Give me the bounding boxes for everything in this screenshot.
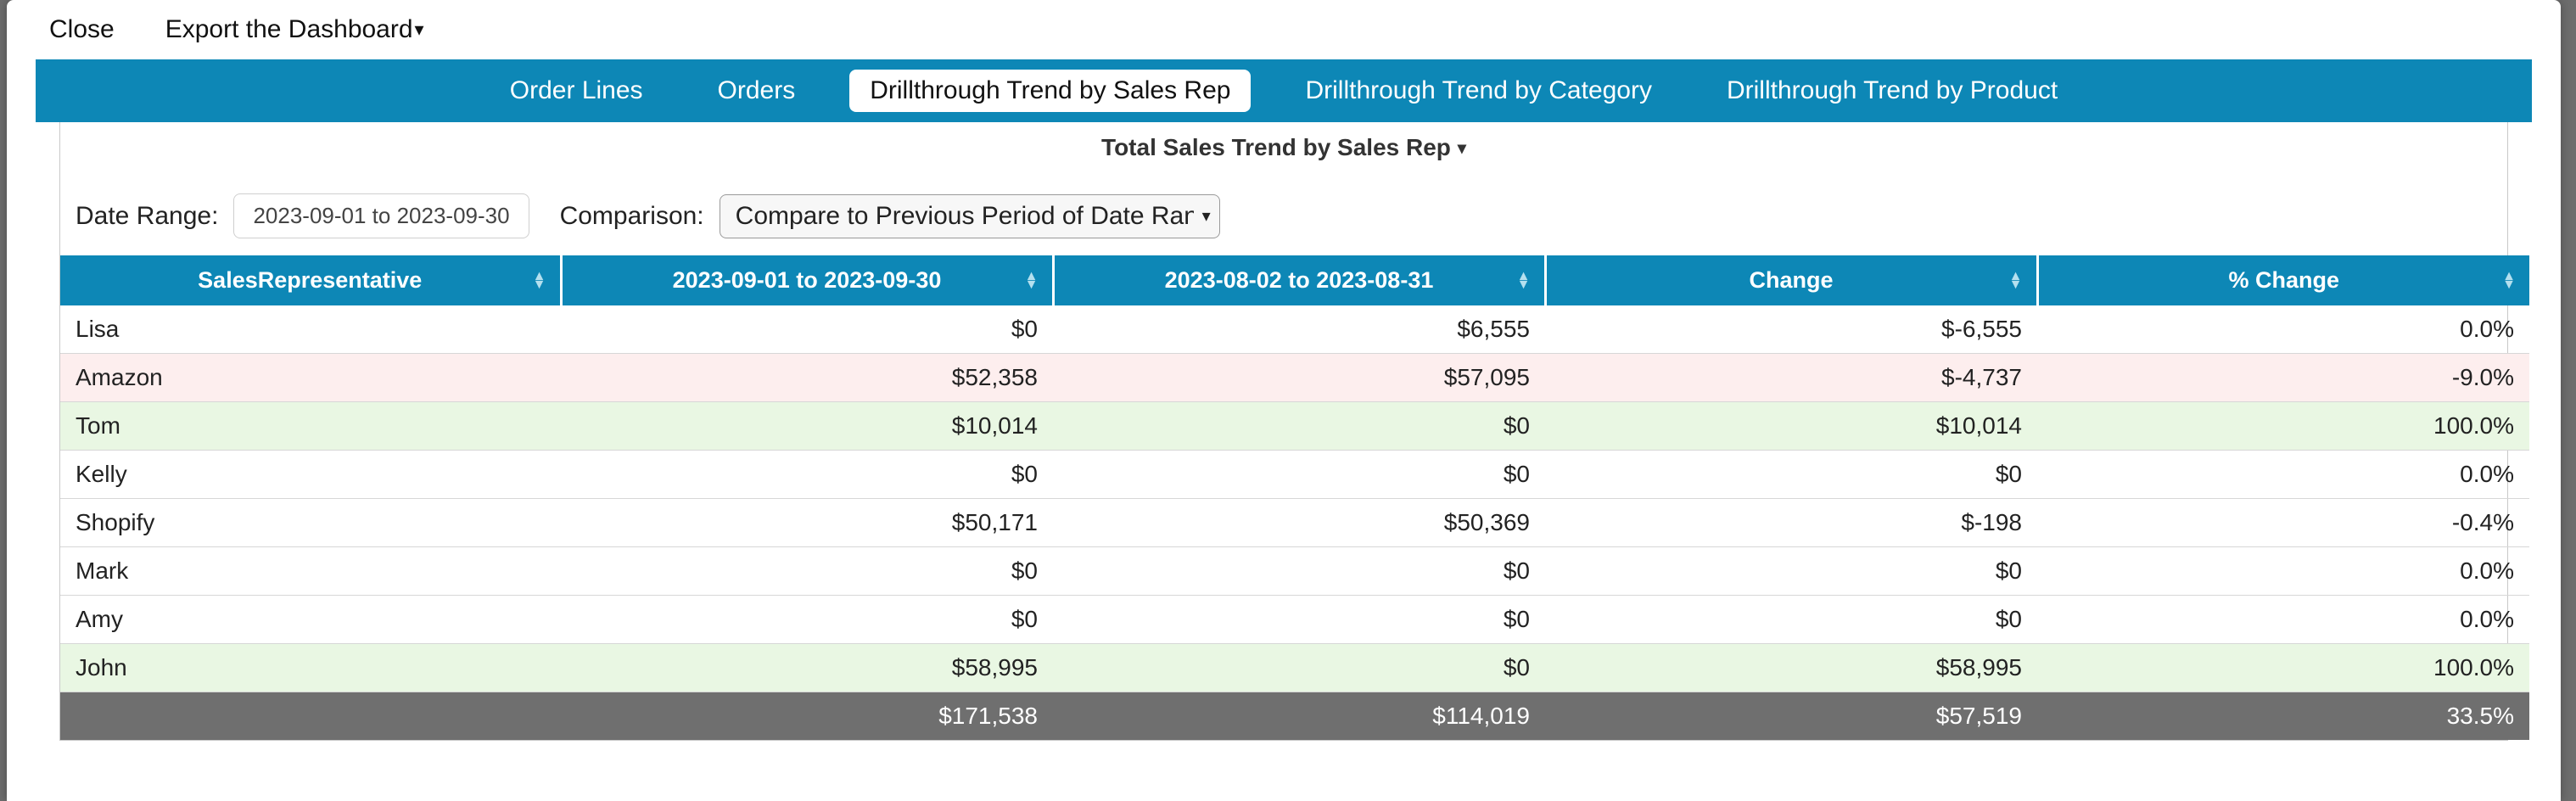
table-row: Kelly$0$0$00.0% [60,451,2529,499]
table-cell: $57,095 [1053,354,1545,402]
table-cell: $10,014 [1545,402,2037,451]
tab-drillthrough-trend-by-sales-rep[interactable]: Drillthrough Trend by Sales Rep [849,70,1251,112]
sort-icon[interactable]: ▲▼ [2502,272,2516,289]
column-header-1[interactable]: 2023-09-01 to 2023-09-30 ▲▼ [561,255,1053,305]
table-cell: $50,369 [1053,499,1545,547]
tab-order-lines[interactable]: Order Lines [490,70,664,112]
table-cell: $0 [1053,402,1545,451]
table-row: Amazon$52,358$57,095$-4,737-9.0% [60,354,2529,402]
table-cell: 0.0% [2037,596,2529,644]
table-cell: 0.0% [2037,451,2529,499]
caret-down-icon: ▾ [1458,137,1466,159]
table-cell: $0 [1053,547,1545,596]
caret-down-icon: ▾ [415,19,424,41]
table-row: Lisa$0$6,555$-6,5550.0% [60,305,2529,354]
table-head: SalesRepresentative▲▼2023-09-01 to 2023-… [60,255,2529,305]
tab-orders[interactable]: Orders [697,70,816,112]
totals-row: $171,538$114,019$57,51933.5% [60,692,2529,741]
table-cell: $58,995 [1545,644,2037,692]
modal-topbar: Close Export the Dashboard ▾ [7,0,2561,59]
table-cell: $0 [1545,451,2037,499]
sort-icon[interactable]: ▲▼ [533,272,546,289]
table-row: John$58,995$0$58,995100.0% [60,644,2529,692]
table-cell: Amy [60,596,561,644]
table-cell: 0.0% [2037,547,2529,596]
table-cell: $0 [1053,596,1545,644]
table-row: Shopify$50,171$50,369$-198-0.4% [60,499,2529,547]
table-cell: 100.0% [2037,402,2529,451]
totals-cell: $57,519 [1545,692,2037,741]
table-cell: Mark [60,547,561,596]
export-dashboard-dropdown[interactable]: Export the Dashboard ▾ [165,15,424,44]
column-header-label: Change [1749,267,1833,293]
tab-drillthrough-trend-by-category[interactable]: Drillthrough Trend by Category [1285,70,1672,112]
sort-icon[interactable]: ▲▼ [1025,272,1039,289]
table-cell: $0 [561,451,1053,499]
date-range-input[interactable]: 2023-09-01 to 2023-09-30 [233,193,529,238]
totals-cell: $171,538 [561,692,1053,741]
table-cell: $10,014 [561,402,1053,451]
sort-icon[interactable]: ▲▼ [1517,272,1531,289]
sales-table: SalesRepresentative▲▼2023-09-01 to 2023-… [60,255,2529,740]
column-header-label: 2023-08-02 to 2023-08-31 [1165,267,1434,293]
table-row: Tom$10,014$0$10,014100.0% [60,402,2529,451]
table-footer: $171,538$114,019$57,51933.5% [60,692,2529,741]
column-header-4[interactable]: % Change ▲▼ [2037,255,2529,305]
table-cell: $0 [561,547,1053,596]
table-cell: $0 [1053,451,1545,499]
table-cell: $-6,555 [1545,305,2037,354]
select-caret-icon: ▾ [1202,205,1211,227]
column-header-0[interactable]: SalesRepresentative ▲▼ [60,255,561,305]
column-header-label: 2023-09-01 to 2023-09-30 [673,267,942,293]
table-cell: $0 [1545,547,2037,596]
table-cell: $58,995 [561,644,1053,692]
panel-title-dropdown[interactable]: Total Sales Trend by Sales Rep ▾ [1101,134,1466,161]
table-cell: Lisa [60,305,561,354]
table-cell: John [60,644,561,692]
table-header-row: SalesRepresentative▲▼2023-09-01 to 2023-… [60,255,2529,305]
totals-cell [60,692,561,741]
table-cell: 0.0% [2037,305,2529,354]
table-cell: $-198 [1545,499,2037,547]
table-cell: Kelly [60,451,561,499]
export-dashboard-label: Export the Dashboard [165,15,413,44]
totals-cell: $114,019 [1053,692,1545,741]
table-cell: $0 [1545,596,2037,644]
tab-bar: Order Lines Orders Drillthrough Trend by S… [36,59,2532,122]
table-cell: -0.4% [2037,499,2529,547]
modal-content: Order Lines Orders Drillthrough Trend by S… [7,59,2561,741]
totals-cell: 33.5% [2037,692,2529,741]
report-panel: Total Sales Trend by Sales Rep ▾ Date Ra… [59,122,2508,741]
panel-title-text: Total Sales Trend by Sales Rep [1101,134,1451,161]
panel-title-row: Total Sales Trend by Sales Rep ▾ [60,122,2507,170]
table-cell: $-4,737 [1545,354,2037,402]
column-header-label: SalesRepresentative [198,267,422,293]
column-header-2[interactable]: 2023-08-02 to 2023-08-31 ▲▼ [1053,255,1545,305]
table-cell: $0 [1053,644,1545,692]
column-header-label: % Change [2228,267,2339,293]
table-cell: Amazon [60,354,561,402]
column-header-3[interactable]: Change ▲▼ [1545,255,2037,305]
table-cell: $0 [561,596,1053,644]
table-body: Lisa$0$6,555$-6,5550.0%Amazon$52,358$57,… [60,305,2529,692]
sort-icon[interactable]: ▲▼ [2009,272,2023,289]
table-cell: Tom [60,402,561,451]
comparison-select-value: Compare to Previous Period of Date Range [736,202,1194,231]
date-range-label: Date Range: [76,202,218,231]
close-button[interactable]: Close [49,15,115,44]
table-cell: $50,171 [561,499,1053,547]
table-cell: -9.0% [2037,354,2529,402]
table-cell: $52,358 [561,354,1053,402]
table-cell: Shopify [60,499,561,547]
table-cell: 100.0% [2037,644,2529,692]
table-row: Amy$0$0$00.0% [60,596,2529,644]
dashboard-modal: Close Export the Dashboard ▾ Order Lines… [7,0,2561,801]
table-row: Mark$0$0$00.0% [60,547,2529,596]
table-cell: $0 [561,305,1053,354]
table-cell: $6,555 [1053,305,1545,354]
comparison-select[interactable]: Compare to Previous Period of Date Range… [720,194,1220,238]
filter-controls: Date Range: 2023-09-01 to 2023-09-30 Com… [60,170,2507,255]
tab-drillthrough-trend-by-product[interactable]: Drillthrough Trend by Product [1706,70,2078,112]
comparison-label: Comparison: [560,202,704,231]
